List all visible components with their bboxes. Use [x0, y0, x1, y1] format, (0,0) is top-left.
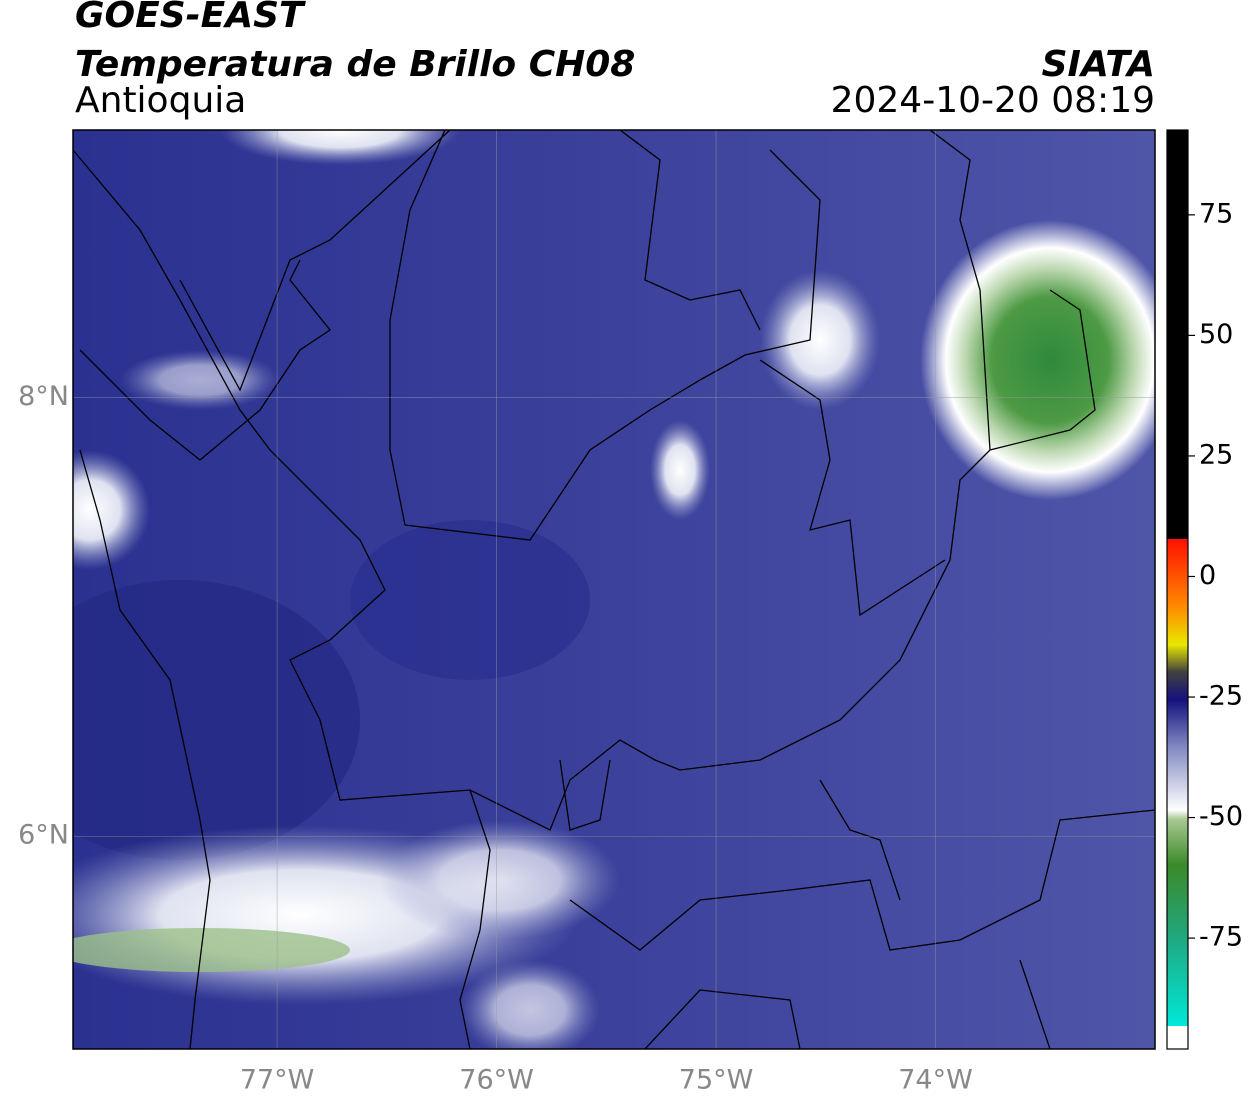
- lon-tick-label: 76°W: [459, 1065, 534, 1096]
- lat-tick-label: 8°N: [18, 381, 69, 412]
- lat-tick-label: 6°N: [18, 820, 69, 851]
- colorbar-tick-label: -25: [1199, 681, 1243, 712]
- graticule: [73, 130, 1155, 1049]
- colorbar-tick-label: 25: [1199, 439, 1233, 470]
- colorbar-tick-label: -50: [1199, 801, 1243, 832]
- lon-tick-label: 74°W: [898, 1065, 973, 1096]
- subtitle: Temperatura de Brillo CH08: [75, 44, 635, 85]
- title: GOES-EAST: [75, 0, 306, 36]
- colorbar-tick-label: 0: [1199, 560, 1216, 591]
- lon-tick-label: 75°W: [679, 1065, 754, 1096]
- colorbar-tick-label: -75: [1199, 922, 1243, 953]
- region: Antioquia: [75, 80, 246, 121]
- datetime: 2024-10-20 08:19: [831, 80, 1155, 121]
- source: SIATA: [1042, 44, 1155, 85]
- map-image: [73, 130, 1155, 1049]
- lon-tick-label: 77°W: [240, 1065, 315, 1096]
- map-frame: [72, 129, 1156, 1050]
- colorbar-tick-label: 50: [1199, 319, 1233, 350]
- colorbar-tick-label: 75: [1199, 198, 1233, 229]
- colorbar: [1166, 129, 1189, 1050]
